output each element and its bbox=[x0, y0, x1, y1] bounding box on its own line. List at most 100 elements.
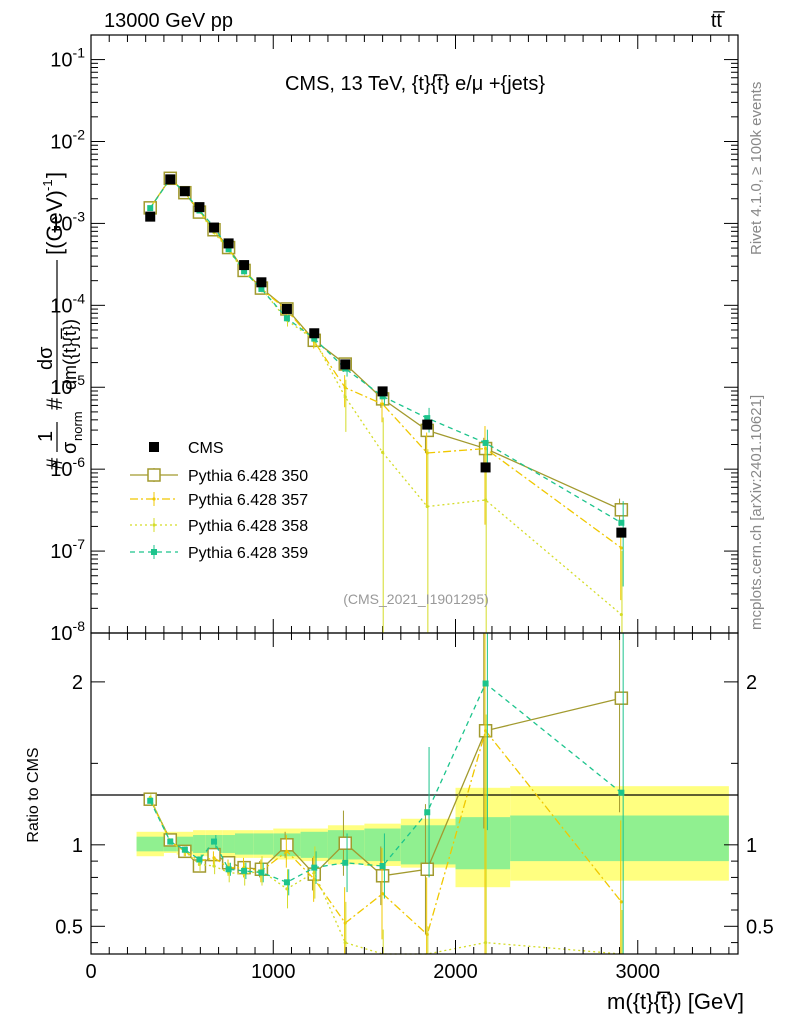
series-point-ratio bbox=[375, 869, 390, 883]
series-point-main bbox=[343, 395, 347, 399]
svg-text:]: ] bbox=[42, 172, 67, 178]
series-point-main bbox=[381, 402, 385, 406]
ratio-tick-label-left: 1 bbox=[72, 835, 83, 857]
series-point-ratio bbox=[614, 691, 629, 705]
series-point-ratio bbox=[280, 838, 294, 852]
chart-title: CMS, 13 TeV, {t}{t̅} e/μ +{jets} bbox=[285, 73, 545, 95]
series-point-ratio bbox=[379, 863, 386, 870]
beam-label: 13000 GeV pp bbox=[104, 10, 233, 32]
series-point-ratio bbox=[483, 940, 488, 945]
ratio-y-axis: 0.5 0.5 1 1 2 2 bbox=[55, 672, 774, 944]
ratio-x-axis: 0 1000 2000 3000 bbox=[85, 633, 730, 983]
series-point-ratio bbox=[424, 809, 431, 816]
cms-data-point bbox=[223, 238, 234, 249]
svg-text:[(GeV): [(GeV) bbox=[42, 190, 67, 255]
series-point-main bbox=[241, 268, 248, 275]
series-point-ratio bbox=[420, 862, 435, 877]
legend-label: Pythia 6.428 358 bbox=[188, 518, 308, 535]
y-tick-label: 10-5 bbox=[50, 372, 85, 399]
y-tick-label: 10-3 bbox=[50, 208, 85, 235]
series-point-main bbox=[283, 315, 290, 322]
x-tick-label: 0 bbox=[85, 961, 96, 983]
svg-text:-1: -1 bbox=[40, 179, 55, 191]
y-tick-label: 10-1 bbox=[50, 45, 85, 72]
band-inner-bin bbox=[400, 825, 456, 865]
series-point-main bbox=[424, 415, 431, 422]
band-inner-bin bbox=[364, 828, 401, 862]
cms-uncertainty-band bbox=[136, 786, 729, 888]
cms-data-point bbox=[256, 277, 267, 288]
series-point-main bbox=[258, 285, 265, 292]
series-point-ratio bbox=[312, 877, 316, 881]
ratio-y-axis-label: Ratio to CMS bbox=[25, 747, 42, 842]
y-tick-label: 10-8 bbox=[50, 618, 85, 645]
cms-data-point bbox=[209, 222, 220, 233]
cms-data-layer bbox=[145, 174, 627, 538]
ratio-tick-label-right: 2 bbox=[746, 672, 757, 694]
series-point-main bbox=[619, 546, 623, 550]
band-inner-bin bbox=[136, 836, 164, 852]
ratio-panel: 0.5 0.5 1 1 2 2 0 1000 2000 3000 Ratio to CMS bbox=[25, 632, 774, 983]
series-point-ratio bbox=[619, 900, 623, 904]
y-tick-label: 10-6 bbox=[50, 454, 85, 481]
cms-data-point bbox=[239, 260, 250, 271]
cms-data-point bbox=[179, 186, 190, 197]
series-point-main bbox=[381, 450, 385, 454]
cms-data-point bbox=[340, 359, 351, 370]
series-point-ratio bbox=[197, 862, 202, 866]
series-point-main bbox=[425, 504, 429, 509]
series-point-ratio bbox=[285, 887, 289, 891]
legend-marker bbox=[152, 523, 156, 527]
legend-marker bbox=[151, 549, 157, 555]
main-series-layer bbox=[143, 171, 629, 633]
legend: CMS Pythia 6.428 350 Pythia 6.428 357 Pythi… bbox=[130, 440, 308, 562]
band-inner-bin bbox=[300, 831, 328, 858]
ratio-tick-label-right: 0.5 bbox=[746, 916, 774, 938]
series-point-main bbox=[311, 335, 318, 342]
series-point-ratio bbox=[618, 789, 625, 796]
series-line-main bbox=[149, 177, 622, 616]
series-point-ratio bbox=[212, 864, 216, 868]
svg-text:1: 1 bbox=[35, 431, 57, 442]
series-point-ratio bbox=[181, 846, 188, 853]
svg-text:dσ: dσ bbox=[35, 346, 57, 370]
series-point-ratio bbox=[343, 921, 347, 925]
series-point-ratio bbox=[285, 849, 289, 853]
y-tick-label: 10-7 bbox=[50, 536, 85, 563]
x-tick-label: 1000 bbox=[251, 961, 296, 983]
series-point-ratio bbox=[211, 838, 218, 845]
series-point-ratio bbox=[225, 866, 232, 873]
process-label: tt̅ bbox=[711, 10, 725, 32]
legend-label: Pythia 6.428 359 bbox=[188, 545, 308, 562]
series-point-ratio bbox=[167, 838, 174, 845]
rivet-version-label: Rivet 4.1.0, ≥ 100k events bbox=[748, 82, 765, 255]
cms-data-point bbox=[422, 419, 433, 430]
main-panel: 10-8 10-7 10-6 10-5 10-4 10-3 10-2 10-1 CMS, 13… bbox=[50, 34, 739, 645]
cms-data-point bbox=[309, 328, 320, 339]
series-line-main bbox=[149, 177, 622, 524]
cms-data-point bbox=[165, 174, 176, 185]
series-point-ratio bbox=[312, 870, 316, 875]
cms-data-point bbox=[480, 462, 491, 473]
band-inner-bin bbox=[455, 817, 511, 870]
series-point-main bbox=[618, 519, 625, 526]
series-point-ratio bbox=[343, 940, 347, 945]
series-point-main bbox=[614, 503, 629, 517]
analysis-watermark: (CMS_2021_I1901295) bbox=[343, 591, 489, 607]
legend-label: Pythia 6.428 357 bbox=[188, 492, 308, 509]
series-point-ratio bbox=[212, 856, 216, 860]
series-point-main bbox=[147, 205, 154, 212]
svg-text:#: # bbox=[42, 397, 67, 410]
series-point-ratio bbox=[311, 864, 318, 871]
svg-text:σ: σ bbox=[59, 441, 81, 454]
series-point-main bbox=[483, 446, 488, 451]
ratio-tick-label-left: 0.5 bbox=[55, 916, 83, 938]
cms-data-point bbox=[145, 211, 156, 222]
ratio-tick-label-right: 1 bbox=[746, 835, 757, 857]
mcplots-label: mcplots.cern.ch [arXiv:2401.10621] bbox=[748, 395, 765, 630]
series-point-ratio bbox=[482, 680, 489, 687]
main-x-axis bbox=[90, 35, 730, 633]
series-point-main bbox=[619, 612, 623, 617]
series-point-main bbox=[483, 498, 488, 502]
